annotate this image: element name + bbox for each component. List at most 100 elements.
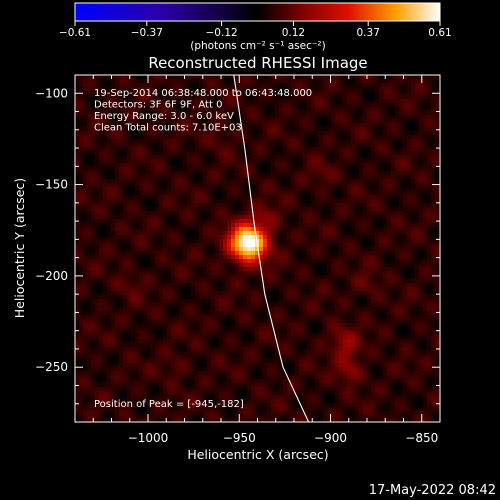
heatmap-cell <box>151 223 156 228</box>
heatmap-cell <box>195 275 200 280</box>
heatmap-cell <box>123 247 128 252</box>
heatmap-cell <box>319 171 324 176</box>
heatmap-cell <box>223 75 228 80</box>
heatmap-cell <box>139 275 144 280</box>
heatmap-cell <box>359 271 364 276</box>
heatmap-cell <box>75 199 80 204</box>
heatmap-cell <box>75 287 80 292</box>
heatmap-cell <box>131 79 136 84</box>
heatmap-cell <box>267 211 272 216</box>
heatmap-cell <box>283 279 288 284</box>
heatmap-cell <box>199 179 204 184</box>
heatmap-cell <box>191 87 196 92</box>
heatmap-cell <box>239 151 244 156</box>
heatmap-cell <box>231 271 236 276</box>
heatmap-cell <box>319 247 324 252</box>
heatmap-cell <box>367 91 372 96</box>
heatmap-cell <box>211 119 216 124</box>
heatmap-cell <box>259 195 264 200</box>
heatmap-cell <box>187 267 192 272</box>
heatmap-cell <box>203 227 208 232</box>
heatmap-cell <box>251 275 256 280</box>
heatmap-cell <box>379 179 384 184</box>
heatmap-cell <box>279 275 284 280</box>
heatmap-cell <box>223 223 228 228</box>
heatmap-cell <box>279 243 284 248</box>
heatmap-cell <box>339 155 344 160</box>
heatmap-cell <box>379 191 384 196</box>
heatmap-cell <box>207 215 212 220</box>
heatmap-cell <box>379 207 384 212</box>
heatmap-cell <box>247 207 252 212</box>
heatmap-cell <box>159 127 164 132</box>
heatmap-cell <box>159 107 164 112</box>
heatmap-cell <box>311 175 316 180</box>
heatmap-cell <box>159 79 164 84</box>
heatmap-cell <box>163 227 168 232</box>
heatmap-cell <box>379 107 384 112</box>
heatmap-cell <box>75 239 80 244</box>
heatmap-cell <box>155 275 160 280</box>
heatmap-cell <box>379 255 384 260</box>
heatmap-cell <box>395 235 400 240</box>
heatmap-cell <box>223 247 228 252</box>
heatmap-cell <box>251 239 256 244</box>
heatmap-cell <box>391 83 396 88</box>
heatmap-cell <box>187 271 192 276</box>
heatmap-cell <box>103 83 108 88</box>
heatmap-cell <box>275 263 280 268</box>
heatmap-cell <box>351 103 356 108</box>
heatmap-cell <box>163 155 168 160</box>
heatmap-cell <box>411 115 416 120</box>
heatmap-cell <box>159 91 164 96</box>
heatmap-cell <box>259 155 264 160</box>
heatmap-cell <box>431 195 436 200</box>
heatmap-cell <box>143 271 148 276</box>
heatmap-cell <box>87 179 92 184</box>
heatmap-cell <box>215 123 220 128</box>
heatmap-cell <box>423 279 428 284</box>
heatmap-cell <box>115 291 120 296</box>
heatmap-cell <box>331 187 336 192</box>
heatmap-cell <box>167 155 172 160</box>
heatmap-cell <box>211 191 216 196</box>
heatmap-cell <box>111 131 116 136</box>
heatmap-cell <box>123 251 128 256</box>
heatmap-cell <box>431 87 436 92</box>
heatmap-cell <box>311 123 316 128</box>
heatmap-cell <box>283 247 288 252</box>
heatmap-cell <box>155 267 160 272</box>
heatmap-cell <box>215 155 220 160</box>
heatmap-cell <box>175 191 180 196</box>
heatmap-cell <box>331 243 336 248</box>
heatmap-cell <box>427 87 432 92</box>
heatmap-cell <box>99 259 104 264</box>
heatmap-cell <box>411 275 416 280</box>
heatmap-cell <box>243 259 248 264</box>
heatmap-cell <box>155 199 160 204</box>
heatmap-cell <box>243 227 248 232</box>
heatmap-cell <box>179 83 184 88</box>
heatmap-cell <box>127 151 132 156</box>
heatmap-cell <box>183 143 188 148</box>
heatmap-cell <box>399 175 404 180</box>
heatmap-cell <box>159 87 164 92</box>
heatmap-cell <box>311 115 316 120</box>
heatmap-cell <box>219 239 224 244</box>
heatmap-cell <box>379 155 384 160</box>
heatmap-cell <box>303 127 308 132</box>
heatmap-cell <box>427 227 432 232</box>
heatmap-cell <box>103 119 108 124</box>
heatmap-cell <box>427 203 432 208</box>
heatmap-cell <box>271 195 276 200</box>
heatmap-cell <box>435 103 440 108</box>
heatmap-cell <box>183 267 188 272</box>
heatmap-cell <box>143 195 148 200</box>
heatmap-cell <box>295 195 300 200</box>
heatmap-cell <box>115 263 120 268</box>
heatmap-cell <box>215 195 220 200</box>
heatmap-cell <box>267 187 272 192</box>
heatmap-cell <box>395 207 400 212</box>
heatmap-cell <box>227 231 232 236</box>
heatmap-cell <box>327 155 332 160</box>
